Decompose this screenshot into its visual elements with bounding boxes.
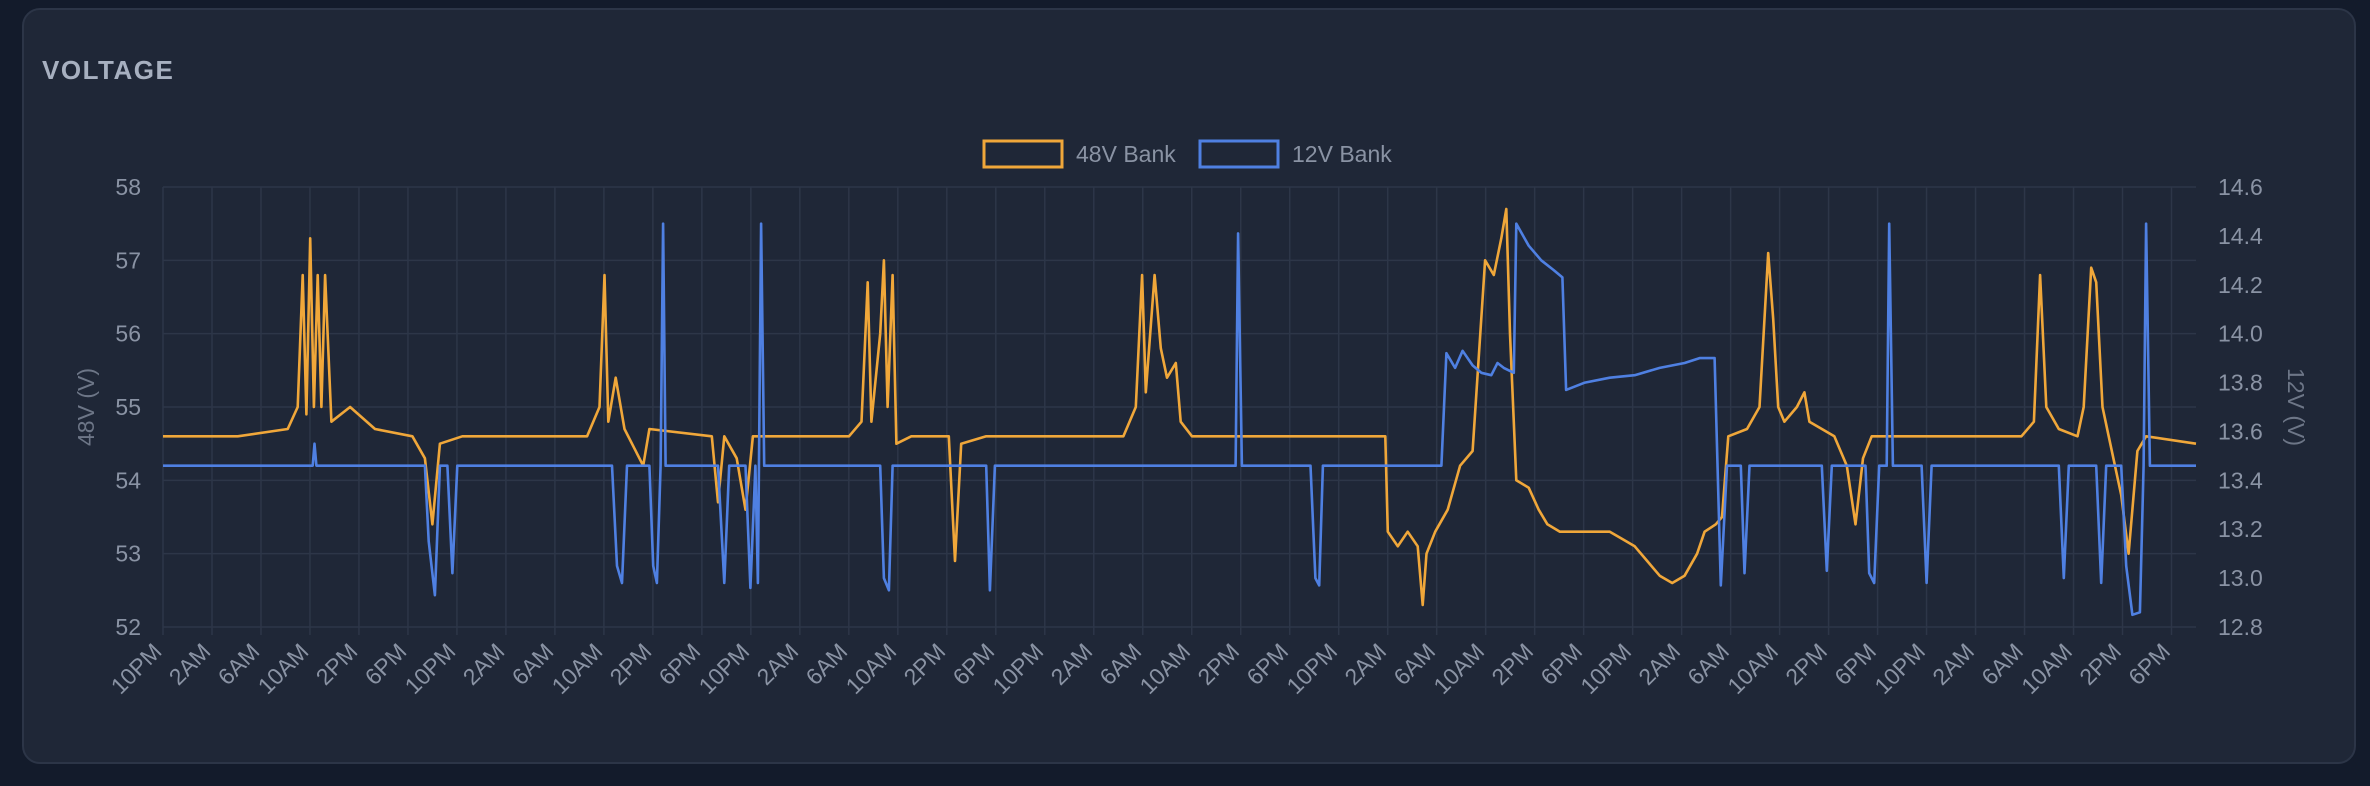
y-right-tick-label: 14.2 xyxy=(2218,272,2263,298)
y-right-tick-label: 13.4 xyxy=(2218,467,2263,493)
y-left-tick-label: 57 xyxy=(115,247,141,273)
x-tick-label: 10AM xyxy=(840,638,901,699)
series-line-12v-bank xyxy=(163,222,2196,617)
y-right-tick-label: 12.8 xyxy=(2218,614,2263,640)
y-left-tick-label: 52 xyxy=(115,614,141,640)
legend-swatch xyxy=(1198,139,1280,169)
x-tick-label: 10PM xyxy=(1869,638,1930,699)
y-left-tick-label: 58 xyxy=(115,174,141,200)
x-tick-label: 2AM xyxy=(1045,638,1097,690)
legend-label: 12V Bank xyxy=(1292,141,1392,167)
grid xyxy=(162,186,2196,635)
x-tick-label: 2PM xyxy=(311,638,363,690)
x-tick-label: 10AM xyxy=(547,638,608,699)
y-right-tick-label: 14.4 xyxy=(2218,223,2263,249)
x-tick-label: 2AM xyxy=(1633,638,1685,690)
legend: 48V Bank 12V Bank xyxy=(982,139,1392,169)
x-tick-label: 2AM xyxy=(1927,638,1979,690)
x-tick-label: 10AM xyxy=(253,638,314,699)
x-tick-label: 6PM xyxy=(2123,638,2175,690)
voltage-card xyxy=(22,8,2356,764)
x-tick-label: 2PM xyxy=(899,638,951,690)
x-tick-label: 2PM xyxy=(2074,638,2126,690)
legend-label: 48V Bank xyxy=(1076,141,1176,167)
y-right-tick-label: 14.0 xyxy=(2218,321,2263,347)
series-line-48v-bank xyxy=(163,207,2197,607)
y-left-tick-label: 53 xyxy=(115,541,141,567)
x-tick-label: 10AM xyxy=(1134,638,1195,699)
y-right-tick-label: 13.8 xyxy=(2218,370,2263,396)
x-tick-label: 2AM xyxy=(752,638,804,690)
x-tick-label: 2AM xyxy=(1339,638,1391,690)
y-left-tick-label: 54 xyxy=(115,467,141,493)
y-right-axis-title: 12V (V) xyxy=(2283,368,2309,446)
x-tick-label: 10PM xyxy=(400,638,461,699)
x-tick-label: 2PM xyxy=(1486,638,1538,690)
y-right-tick-label: 13.2 xyxy=(2218,516,2263,542)
x-tick-label: 10PM xyxy=(694,638,755,699)
x-tick-label: 2AM xyxy=(164,638,216,690)
y-right-tick-label: 13.0 xyxy=(2218,565,2263,591)
x-tick-label: 10AM xyxy=(2016,638,2077,699)
y-left-axis-title: 48V (V) xyxy=(73,368,99,446)
x-tick-label: 2AM xyxy=(458,638,510,690)
x-tick-label: 10AM xyxy=(1428,638,1489,699)
x-tick-label: 10PM xyxy=(1575,638,1636,699)
x-tick-label: 10AM xyxy=(1722,638,1783,699)
y-left-tick-label: 55 xyxy=(115,394,141,420)
y-right-tick-label: 13.6 xyxy=(2218,418,2263,444)
x-tick-label: 10PM xyxy=(1281,638,1342,699)
x-tick-label: 2PM xyxy=(1780,638,1832,690)
x-tick-label: 10PM xyxy=(106,638,167,699)
y-left-tick-label: 56 xyxy=(115,321,141,347)
legend-swatch xyxy=(982,139,1064,169)
y-right-tick-label: 14.6 xyxy=(2218,174,2263,200)
card-title: VOLTAGE xyxy=(42,55,175,85)
x-tick-label: 10PM xyxy=(987,638,1048,699)
x-tick-label: 2PM xyxy=(1192,638,1244,690)
x-tick-label: 2PM xyxy=(605,638,657,690)
